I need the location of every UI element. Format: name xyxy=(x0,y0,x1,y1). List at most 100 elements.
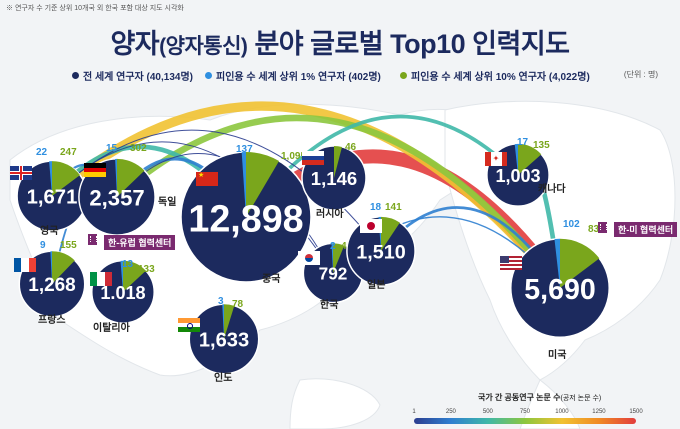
country-4-total-label: 1,003 xyxy=(495,166,540,186)
building-icon xyxy=(88,234,97,245)
uk-flag-icon xyxy=(10,166,32,180)
country-5-top1-slice xyxy=(50,251,52,284)
country-2-top1-label: 137 xyxy=(236,144,253,155)
country-2-top1-slice xyxy=(241,152,246,217)
country-2-top10-slice xyxy=(246,152,280,217)
legend-item-top1: 피인용 수 세계 상위 1% 연구자 (402명) xyxy=(205,68,381,83)
country-9-top10-slice xyxy=(224,304,235,339)
colorbar-subtitle: (공저 논문 수) xyxy=(560,395,602,402)
country-6-top10-slice xyxy=(123,260,146,292)
kr-flag-icon xyxy=(298,251,320,265)
country-5-top10-slice xyxy=(52,251,75,284)
country-9-top1-slice xyxy=(222,304,224,339)
country-4-top1-label: 17 xyxy=(517,137,529,148)
country-8-top10-label: 141 xyxy=(385,202,402,213)
country-6-top1-label: 13 xyxy=(122,259,134,270)
page-title: 양자(양자통신) 분야 글로벌 Top10 인력지도 xyxy=(0,22,680,61)
country-6-top10-label: 133 xyxy=(138,264,155,275)
country-3-top10-slice xyxy=(334,145,342,178)
colorbar-tick: 1000 xyxy=(555,409,569,415)
jp-flag-icon xyxy=(360,219,382,233)
cn-flag-icon: ★ xyxy=(196,172,218,186)
country-4-top10-label: 135 xyxy=(533,140,550,151)
legend-label: 전 세계 연구자 (40,134명) xyxy=(83,72,193,83)
country-4-top10-slice xyxy=(518,143,542,175)
country-7-total-label: 792 xyxy=(319,264,348,284)
country-2-name: 중국 xyxy=(262,274,281,285)
link-2 xyxy=(113,114,564,292)
colorbar-tick: 500 xyxy=(482,409,493,415)
ca-flag-icon: ✦ xyxy=(485,152,507,166)
footnote: ※ 연구자 수 기준 상위 10개국 외 한국 포함 대상 지도 시각화 xyxy=(6,5,184,12)
country-6-name: 이탈리아 xyxy=(93,323,130,334)
country-7-top10-slice xyxy=(333,243,345,273)
country-0-top10-label: 247 xyxy=(60,147,77,158)
legend-dot xyxy=(205,72,212,79)
country-10-name: 미국 xyxy=(548,350,567,361)
us-flag-icon xyxy=(500,256,522,270)
title-rest: 분야 글로벌 Top10 인력지도 xyxy=(247,29,570,59)
de-flag-icon xyxy=(84,163,106,177)
country-1-top10-label: 302 xyxy=(130,143,147,154)
country-4-top1-slice xyxy=(514,143,518,175)
colorbar-tick: 250 xyxy=(445,409,456,415)
country-7-top1-slice xyxy=(331,243,333,273)
country-0-top1-label: 22 xyxy=(36,147,48,158)
country-10-top1-label: 102 xyxy=(563,219,580,230)
title-paren: (양자통신) xyxy=(159,35,248,58)
country-1-top10-slice xyxy=(117,158,145,197)
unit-label: (단위 : 명) xyxy=(623,70,658,79)
country-0-total-label: 1,671 xyxy=(27,187,78,209)
country-7-top1-label: 2 xyxy=(330,241,336,252)
country-10-top10-slice xyxy=(560,238,600,288)
country-2-top10-label: 1,095 xyxy=(281,151,306,162)
it-flag-icon xyxy=(90,272,112,286)
country-9-total-label: 1,633 xyxy=(199,330,249,352)
colorbar-title-text: 국가 간 공동연구 논문 수 xyxy=(478,393,561,402)
colorbar-tick: 1500 xyxy=(629,409,643,415)
legend-label: 피인용 수 세계 상위 1% 연구자 (402명) xyxy=(216,72,381,83)
country-7-name: 한국 xyxy=(320,300,339,311)
country-1-top1-label: 15 xyxy=(106,143,118,154)
country-8-name: 일본 xyxy=(367,280,386,291)
country-0-name: 영국 xyxy=(40,226,59,237)
country-9-top1-label: 3 xyxy=(218,296,224,307)
country-0-top1-slice xyxy=(49,161,52,196)
country-4-name: 캐나다 xyxy=(538,184,566,195)
country-5-total-label: 1,268 xyxy=(28,275,75,296)
country-9-name: 인도 xyxy=(214,373,233,384)
country-8-top1-label: 18 xyxy=(370,202,382,213)
title-main: 양자 xyxy=(110,29,160,59)
country-6-top1-slice xyxy=(120,260,123,292)
country-3-top10-label: 46 xyxy=(345,142,357,153)
legend-item-top10: 피인용 수 세계 상위 10% 연구자 (4,022명) xyxy=(400,68,590,83)
country-9-top10-label: 78 xyxy=(232,299,244,310)
country-1-total-label: 2,357 xyxy=(89,185,144,210)
country-8-total-label: 1,510 xyxy=(356,241,405,263)
center-tag-us: 한-미 협력센터 xyxy=(614,222,678,237)
colorbar xyxy=(414,418,636,424)
in-flag-icon xyxy=(178,318,200,332)
country-2-total-label: 12,898 xyxy=(188,197,303,239)
country-5-top1-label: 9 xyxy=(40,240,46,251)
legend-item-total: 전 세계 연구자 (40,134명) xyxy=(72,68,193,83)
country-1-name: 독일 xyxy=(158,197,177,208)
country-0-top10-slice xyxy=(52,161,80,196)
legend-label: 피인용 수 세계 상위 10% 연구자 (4,022명) xyxy=(411,72,590,83)
legend-dot xyxy=(72,72,79,79)
country-10-top1-slice xyxy=(554,238,560,288)
colorbar-tick: 1250 xyxy=(592,409,606,415)
colorbar-title: 국가 간 공동연구 논문 수(공저 논문 수) xyxy=(478,392,601,403)
country-5-name: 프랑스 xyxy=(38,315,66,326)
fr-flag-icon xyxy=(14,258,36,272)
colorbar-tick: 1 xyxy=(412,409,416,415)
building-icon xyxy=(598,222,607,233)
country-1-top1-slice xyxy=(115,158,117,197)
center-tag-eu: 한-유럽 협력센터 xyxy=(104,235,176,250)
country-8-top10-slice xyxy=(381,216,400,251)
country-10-top10-label: 839 xyxy=(588,224,605,235)
country-3-name: 러시아 xyxy=(316,209,344,220)
country-10-total-label: 5,690 xyxy=(524,274,595,306)
